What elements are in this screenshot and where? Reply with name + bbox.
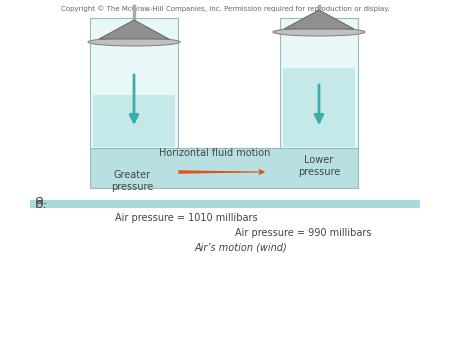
Text: Greater
pressure: Greater pressure [111, 170, 153, 192]
Bar [90, 148, 358, 188]
Ellipse shape [5, 320, 445, 338]
Ellipse shape [273, 28, 365, 36]
Text: Copyright © The McGraw-Hill Companies, Inc. Permission required for reproduction: Copyright © The McGraw-Hill Companies, I… [61, 5, 389, 12]
Ellipse shape [88, 38, 180, 46]
Text: Lower
pressure: Lower pressure [298, 155, 340, 176]
Bar [90, 18, 178, 148]
Bar [93, 95, 175, 147]
Bar [0, 208, 450, 338]
Ellipse shape [0, 306, 450, 338]
Bar [280, 18, 358, 148]
Text: Air pressure = 990 millibars: Air pressure = 990 millibars [235, 228, 372, 238]
Text: Air’s motion (wind): Air’s motion (wind) [195, 243, 288, 253]
Text: a.: a. [35, 193, 47, 207]
Polygon shape [284, 10, 354, 29]
Text: Horizontal fluid motion: Horizontal fluid motion [159, 148, 271, 158]
Text: b.: b. [35, 198, 48, 212]
Bar [30, 200, 420, 338]
Polygon shape [99, 20, 169, 39]
Ellipse shape [5, 320, 445, 338]
Text: Air pressure = 1010 millibars: Air pressure = 1010 millibars [115, 213, 257, 223]
Bar [283, 68, 355, 147]
